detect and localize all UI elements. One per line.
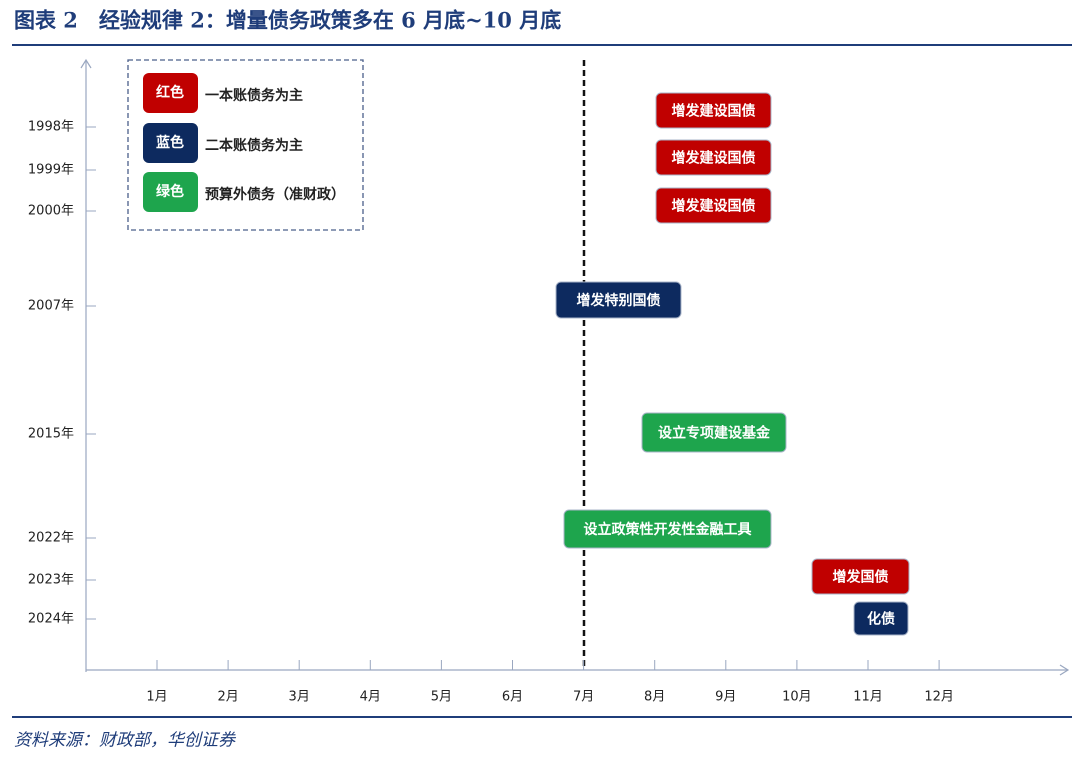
x-label: 4月: [360, 690, 381, 705]
y-label: 1999年: [28, 163, 74, 178]
legend-swatch: [143, 123, 198, 163]
event-label: 增发特别国债: [577, 292, 661, 309]
x-label: 11月: [853, 690, 883, 705]
event-label: 化债: [867, 611, 895, 628]
x-label: 12月: [924, 690, 954, 705]
x-label: 6月: [502, 690, 523, 705]
x-label: 1月: [146, 690, 167, 705]
y-label: 2023年: [28, 573, 74, 588]
event-box: [655, 92, 772, 129]
legend-swatch-text: 蓝色: [156, 134, 184, 151]
event-label: 增发建设国债: [672, 150, 756, 167]
event-box: [811, 558, 910, 595]
x-label: 9月: [715, 690, 736, 705]
event-label: 设立专项建设基金: [658, 425, 771, 442]
legend-swatch: [143, 73, 198, 113]
event-box: [563, 509, 772, 549]
source: 资料来源：财政部，华创证券: [14, 731, 237, 751]
x-label: 3月: [289, 690, 310, 705]
legend-label: 二本账债务为主: [205, 137, 303, 154]
y-label: 1998年: [28, 120, 74, 135]
legend-swatch-text: 红色: [156, 84, 184, 101]
legend-box: [127, 59, 364, 231]
legend-swatch-text: 绿色: [156, 183, 184, 200]
x-arrow: [1059, 664, 1070, 676]
y-label: 2000年: [28, 204, 74, 219]
x-label: 5月: [431, 690, 452, 705]
event-box: [655, 139, 772, 176]
y-label: 2024年: [28, 612, 74, 627]
event-label: 设立政策性开发性金融工具: [584, 521, 752, 538]
y-arrow: [80, 58, 92, 69]
event-box: [641, 412, 787, 453]
content: 1998年 1999年 2000年 2007年 2015年 2022年 2023年 2024年…: [28, 73, 954, 705]
y-label: 2015年: [28, 427, 74, 442]
x-label: 10月: [782, 690, 812, 705]
x-label: 2月: [217, 690, 238, 705]
title: 图表 2 经验规律 2：增量债务政策多在 6 月底~10 月底: [14, 8, 561, 33]
legend-swatch: [143, 172, 198, 212]
event-box: [655, 187, 772, 224]
x-label: 8月: [644, 690, 665, 705]
y-label: 2022年: [28, 531, 74, 546]
x-label: 7月: [573, 690, 594, 705]
legend-label: 一本账债务为主: [205, 87, 303, 104]
y-label: 2007年: [28, 299, 74, 314]
legend-label: 预算外债务（准财政）: [205, 186, 345, 203]
event-label: 增发建设国债: [672, 103, 756, 120]
event-label: 增发国债: [833, 569, 889, 586]
event-box: [555, 281, 682, 319]
event-label: 增发建设国债: [672, 198, 756, 215]
event-box: [853, 601, 909, 636]
